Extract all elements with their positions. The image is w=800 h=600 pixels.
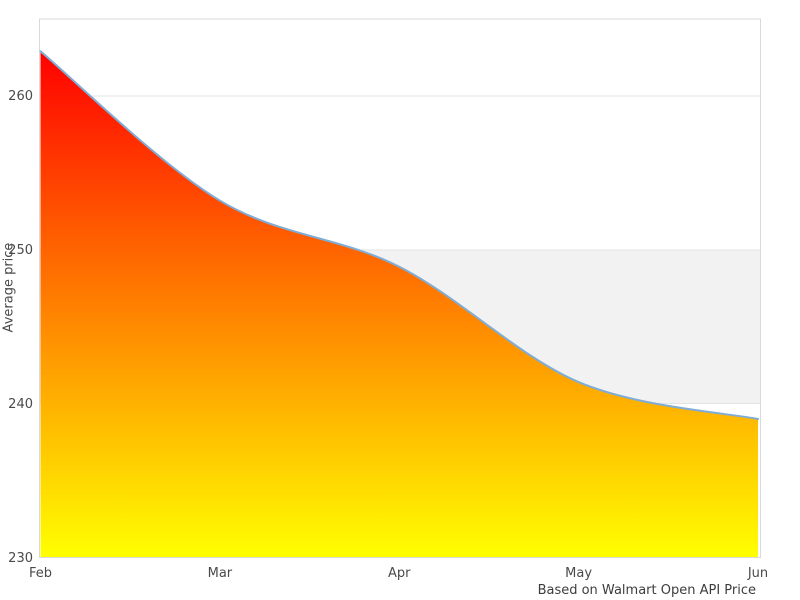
x-tick-label-mar: Mar bbox=[207, 566, 233, 581]
y-tick-label-230: 230 bbox=[8, 550, 33, 566]
y-tick-label-240: 240 bbox=[8, 396, 33, 412]
y-tick-label-250: 250 bbox=[8, 242, 33, 258]
x-tick-label-feb: Feb bbox=[28, 566, 53, 581]
x-tick-label-jun: Jun bbox=[747, 566, 769, 581]
x-tick-label-may: May bbox=[565, 566, 593, 581]
plot-border bbox=[39, 18, 761, 558]
chart-caption: Based on Walmart Open API Price bbox=[537, 583, 756, 598]
y-axis-title: Average price bbox=[1, 242, 17, 333]
y-tick-label-260: 260 bbox=[8, 88, 33, 104]
x-tick-label-apr: Apr bbox=[388, 566, 411, 581]
area-fill bbox=[40, 51, 758, 558]
series-line bbox=[39, 50, 759, 421]
